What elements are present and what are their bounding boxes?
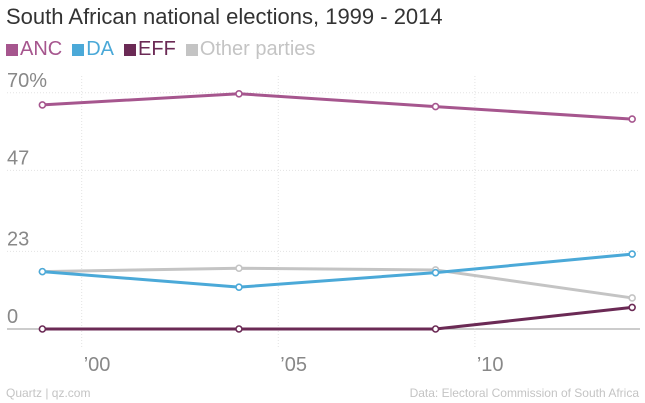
series-line-da bbox=[40, 252, 634, 289]
data-point-other-parties bbox=[628, 294, 636, 302]
series-line-anc bbox=[40, 92, 634, 121]
legend-swatch-eff bbox=[124, 43, 137, 56]
chart-legend: ANC DA EFF Other parties bbox=[6, 38, 325, 61]
data-point-da bbox=[235, 283, 243, 291]
legend-swatch-anc bbox=[6, 43, 18, 56]
data-point-da bbox=[628, 250, 636, 258]
y-tick-label: 70% bbox=[7, 70, 47, 92]
legend-label-anc: ANC bbox=[20, 38, 63, 60]
legend-item-other-parties: Other parties bbox=[185, 38, 316, 61]
data-point-da bbox=[38, 267, 47, 276]
series-line-other-parties bbox=[40, 266, 634, 300]
y-tick-label: 0 bbox=[7, 306, 18, 328]
legend-label-eff: EFF bbox=[138, 38, 176, 60]
data-source: Data: Electoral Commission of South Afri… bbox=[409, 386, 639, 400]
data-point-anc bbox=[38, 101, 47, 109]
data-point-eff bbox=[431, 325, 440, 333]
x-tick-label: ’05 bbox=[280, 354, 307, 376]
x-tick-label: ’10 bbox=[477, 354, 504, 376]
legend-label-other-parties: Other parties bbox=[199, 38, 316, 60]
data-point-eff bbox=[235, 325, 243, 333]
chart-title: South African national elections, 1999 -… bbox=[6, 4, 443, 29]
legend-swatch-da bbox=[72, 43, 85, 56]
legend-item-eff: EFF bbox=[124, 38, 176, 61]
series-line-eff bbox=[40, 305, 634, 331]
legend-item-da: DA bbox=[72, 38, 114, 61]
data-point-anc bbox=[431, 102, 440, 111]
data-point-anc bbox=[628, 115, 636, 123]
legend-label-da: DA bbox=[86, 38, 115, 60]
y-tick-label: 23 bbox=[7, 228, 29, 250]
legend-item-anc: ANC bbox=[6, 38, 62, 61]
data-point-anc bbox=[235, 89, 243, 98]
data-point-eff bbox=[628, 303, 636, 312]
source-credit: Quartz | qz.com bbox=[6, 386, 91, 400]
y-tick-label: 47 bbox=[7, 147, 29, 169]
data-point-eff bbox=[38, 325, 47, 333]
x-tick-label: ’00 bbox=[84, 354, 111, 376]
data-point-da bbox=[431, 268, 440, 277]
data-point-other-parties bbox=[235, 264, 243, 273]
legend-swatch-other-parties bbox=[185, 43, 198, 56]
